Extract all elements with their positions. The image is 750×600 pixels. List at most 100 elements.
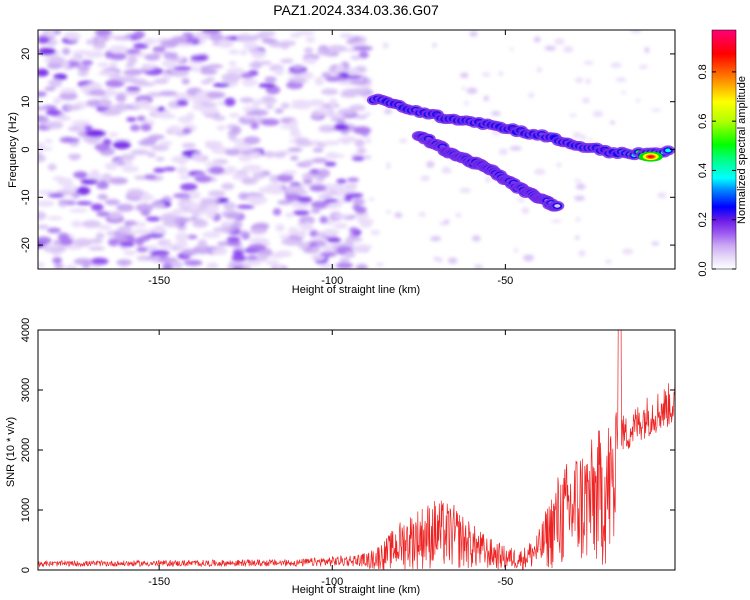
noise-blob (310, 200, 331, 209)
colorbar-ticks: 0.0 0.2 0.4 0.6 0.8 (697, 64, 736, 277)
noise-blob (53, 73, 68, 81)
noise-blob (38, 236, 52, 245)
noise-blob (280, 43, 290, 50)
noise-blob (199, 68, 218, 75)
noise-blob (274, 265, 284, 269)
noise-blob (59, 91, 78, 101)
noise-blob (53, 263, 64, 269)
noise-blob (314, 76, 325, 86)
noise-blob (85, 129, 105, 138)
noise-blob (190, 54, 207, 62)
noise-blob (207, 190, 226, 197)
noise-blob (38, 224, 49, 230)
noise-blob (38, 154, 46, 163)
spectrogram-y-axis-label: Frequency (Hz) (7, 112, 19, 188)
noise-blob (153, 51, 165, 56)
noise-blob (575, 217, 581, 222)
noise-blob (292, 79, 309, 84)
noise-blob (307, 100, 326, 107)
noise-blob (509, 146, 522, 151)
noise-blob (326, 153, 346, 158)
noise-blob (38, 106, 49, 111)
snr-series-line (38, 330, 675, 570)
noise-blob (365, 137, 372, 144)
noise-blob (94, 30, 112, 36)
noise-blob (153, 167, 166, 173)
noise-blob (61, 47, 71, 56)
colorbar-tick-label: 0.6 (697, 114, 709, 129)
noise-blob (71, 119, 91, 126)
noise-blob (265, 260, 280, 266)
noise-blob (252, 172, 265, 180)
noise-blob (133, 30, 146, 39)
noise-blob (426, 160, 435, 168)
noise-blob (161, 59, 177, 68)
noise-blob (212, 115, 226, 121)
noise-blob (175, 232, 189, 242)
noise-blob (173, 208, 187, 214)
noise-blob (49, 56, 66, 64)
noise-blob (622, 248, 634, 255)
noise-blob (311, 157, 328, 164)
noise-blob (361, 84, 372, 89)
noise-blob (75, 186, 91, 196)
noise-blob (148, 134, 165, 140)
noise-blob (138, 139, 156, 147)
noise-blob (206, 262, 219, 269)
noise-blob (38, 68, 49, 77)
noise-blob (297, 196, 313, 204)
noise-blob (303, 47, 314, 54)
noise-blob (284, 185, 305, 194)
noise-blob (354, 138, 365, 148)
noise-blob (171, 155, 190, 164)
noise-blob (274, 108, 284, 114)
noise-blob (359, 220, 373, 228)
noise-blob (321, 72, 332, 79)
noise-blob (651, 241, 660, 246)
noise-blob (108, 52, 127, 61)
noise-blob (64, 104, 81, 111)
noise-blob (265, 85, 281, 95)
spectrogram-x-ticks: -150 -100 -50 (148, 30, 513, 287)
noise-blob (382, 42, 389, 49)
noise-blob (246, 259, 262, 266)
noise-blob (77, 71, 89, 77)
noise-blob (249, 151, 263, 159)
noise-blob (521, 207, 530, 214)
colorbar: 0.0 0.2 0.4 0.6 0.8 Normalized spectral ampl… (697, 29, 748, 277)
noise-blob (121, 165, 140, 173)
noise-blob (303, 221, 313, 230)
noise-blob (104, 87, 116, 97)
noise-blob (65, 31, 81, 41)
noise-blob (605, 259, 612, 264)
noise-blob (158, 257, 178, 264)
noise-blob (536, 67, 543, 73)
noise-blob (179, 202, 194, 207)
noise-blob (120, 153, 136, 161)
noise-blob (140, 123, 152, 132)
noise-blob (444, 219, 450, 225)
noise-blob (185, 36, 200, 43)
noise-blob (309, 184, 327, 192)
noise-blob (386, 162, 391, 170)
noise-blob (273, 151, 287, 158)
noise-blob (262, 95, 275, 103)
noise-blob (104, 199, 120, 206)
noise-blob (136, 246, 148, 253)
snr-x-ticks: -150 -100 -50 (148, 330, 513, 588)
noise-blob (517, 197, 526, 203)
colorbar-gradient (711, 29, 737, 270)
noise-blob (38, 189, 56, 196)
noise-blob (582, 97, 590, 104)
noise-blob (155, 156, 165, 162)
noise-blob (345, 67, 360, 76)
noise-blob (194, 217, 205, 225)
noise-blob (630, 30, 642, 34)
noise-blob (464, 100, 469, 106)
noise-blob (64, 264, 77, 269)
colorbar-tick-label: 0.2 (697, 212, 709, 227)
noise-blob (347, 177, 359, 183)
noise-blob (621, 90, 627, 95)
noise-blob (59, 88, 77, 94)
noise-blob (85, 39, 96, 45)
